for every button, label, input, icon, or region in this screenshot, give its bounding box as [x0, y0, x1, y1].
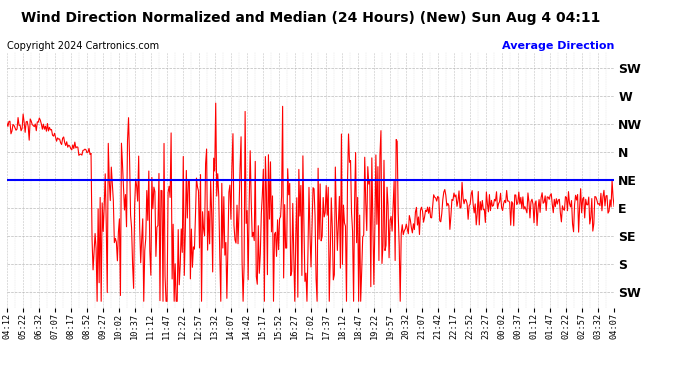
Text: Average Direction: Average Direction: [502, 41, 614, 51]
Text: Wind Direction Normalized and Median (24 Hours) (New) Sun Aug 4 04:11: Wind Direction Normalized and Median (24…: [21, 11, 600, 25]
Text: Copyright 2024 Cartronics.com: Copyright 2024 Cartronics.com: [7, 41, 159, 51]
